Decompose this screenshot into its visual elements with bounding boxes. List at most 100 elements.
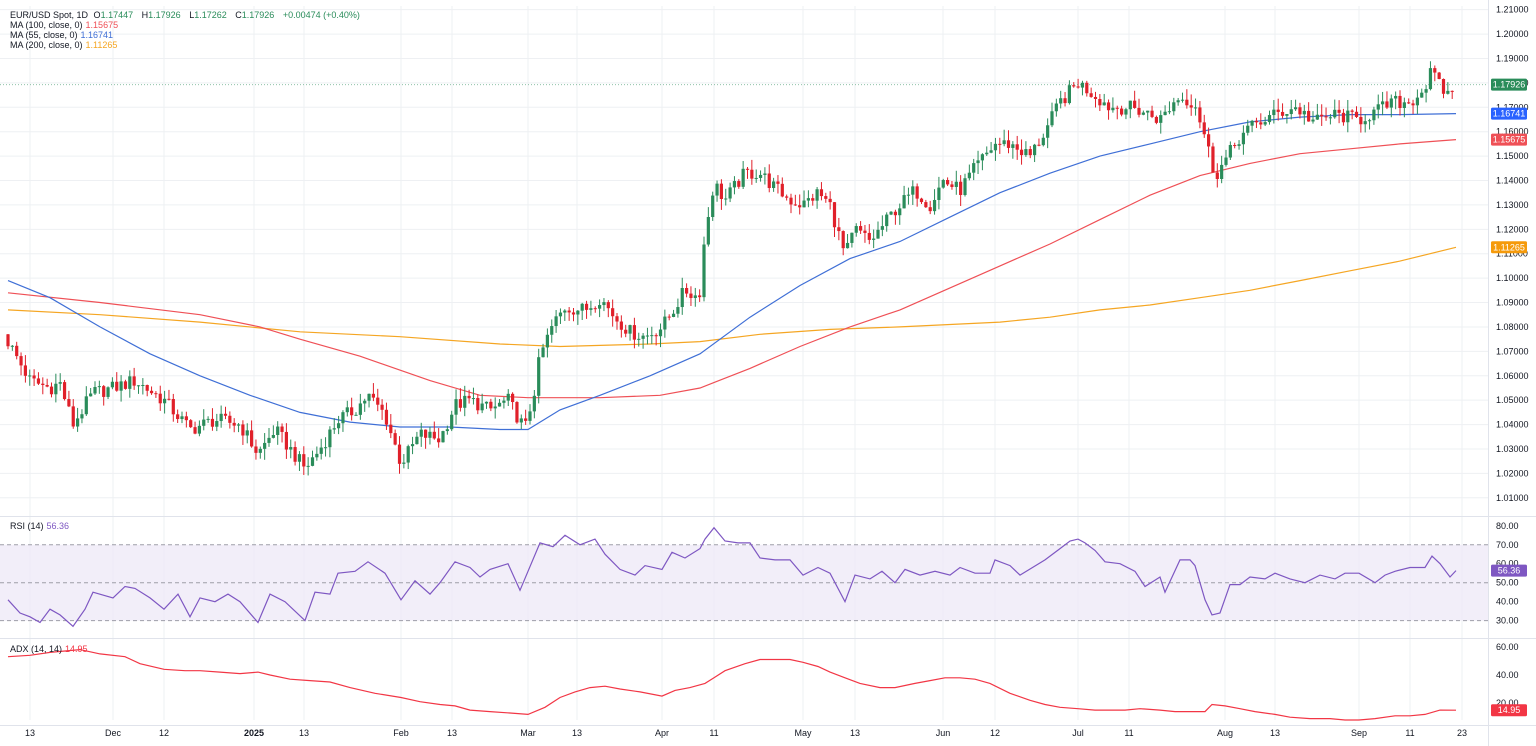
candle [136,385,141,387]
candle [1163,111,1167,116]
candle [1054,103,1058,112]
x-tick-label: 13 [572,728,582,738]
candle [1259,122,1263,125]
candle [1441,78,1446,94]
candle [1167,111,1172,113]
adx-value: 14.95 [65,644,88,654]
candle [389,424,393,434]
candle [1085,82,1089,94]
candle [176,414,180,420]
candle [480,403,484,411]
candle [471,398,476,400]
candle [954,181,958,187]
candle [476,398,480,411]
candle [1428,68,1433,90]
candle [1402,102,1406,108]
candle [67,399,71,407]
x-tick-label: 11 [709,728,718,738]
candle [615,316,619,322]
x-tick-label: Feb [393,728,409,738]
x-tick-label: Sep [1351,728,1367,738]
candle [1337,109,1341,113]
candle [1011,144,1015,148]
candlesticks [0,61,1488,476]
candle [919,198,924,203]
candle [811,198,815,201]
candle [511,393,515,403]
candle [1315,114,1319,120]
candle [832,202,837,228]
candle [863,230,867,233]
candle [393,433,397,445]
candle [424,429,428,438]
candle [976,160,980,164]
candle [102,386,106,397]
candle [1346,110,1350,123]
x-tick-label: 11 [1124,728,1133,738]
candle [1033,144,1037,156]
candle [893,211,897,216]
candle [1024,149,1028,156]
candle [872,238,876,240]
y-tick-label: 40.00 [1496,597,1519,607]
candle [780,183,784,197]
candle [1250,120,1254,126]
open-label: O [93,10,101,20]
x-tick-label: 23 [1457,728,1467,738]
ma200-line [7,246,1457,348]
candle [576,310,580,315]
candle [1298,107,1302,115]
candle [1420,92,1424,98]
candle [1198,107,1202,123]
candle [458,399,462,408]
y-axis-ticks: 1.01000 1.02000 1.03000 1.04000 1.05000 1.060… [1496,5,1529,708]
candle [84,396,88,415]
candle [419,429,423,437]
candle [754,177,758,179]
candle [524,418,528,421]
ma55-label: MA (55, close, 0) [10,30,78,40]
legend-rsi: RSI (14) 56.36 [10,521,72,531]
legend-ma200: MA (200, close, 0) 1.11265 [10,40,120,50]
candle [415,436,419,445]
candle [232,422,236,426]
candle [1302,110,1306,115]
candle [45,384,49,387]
x-axis-ticks: 13 Dec 12 2025 13 Feb 13 Mar 13 Apr 11 May 13 Jun 12 Ju… [25,728,1467,738]
candle [593,308,597,310]
candle [1233,145,1237,147]
candle [215,421,219,427]
right-axis-border [1488,0,1489,746]
candle [406,446,410,463]
candle [998,143,1002,145]
y-tick-label: 1.08000 [1496,322,1529,332]
candle [1124,109,1128,115]
candle [397,444,402,464]
legend-adx: ADX (14, 14) 14.95 [10,644,91,654]
candle [972,163,976,173]
candle [402,462,406,464]
candle [115,381,119,391]
rsi-pane-separator [0,516,1536,517]
candle [745,168,750,170]
candle [271,434,275,438]
candle [106,387,110,397]
candle [728,187,732,199]
candle [1111,107,1115,111]
x-tick-label: 12 [159,728,169,738]
candle [1150,110,1154,117]
y-tick-label: 1.12000 [1496,224,1529,234]
candle [263,442,267,449]
candle [245,430,249,436]
candle [410,444,415,447]
y-tick-label: 40.00 [1496,670,1519,680]
candle [702,244,706,298]
candle [497,402,502,407]
candle [119,381,123,391]
candle [184,416,188,421]
candle [1106,102,1111,111]
rsi-value: 56.36 [46,521,70,531]
candle [1050,111,1054,126]
candle [1237,144,1241,146]
